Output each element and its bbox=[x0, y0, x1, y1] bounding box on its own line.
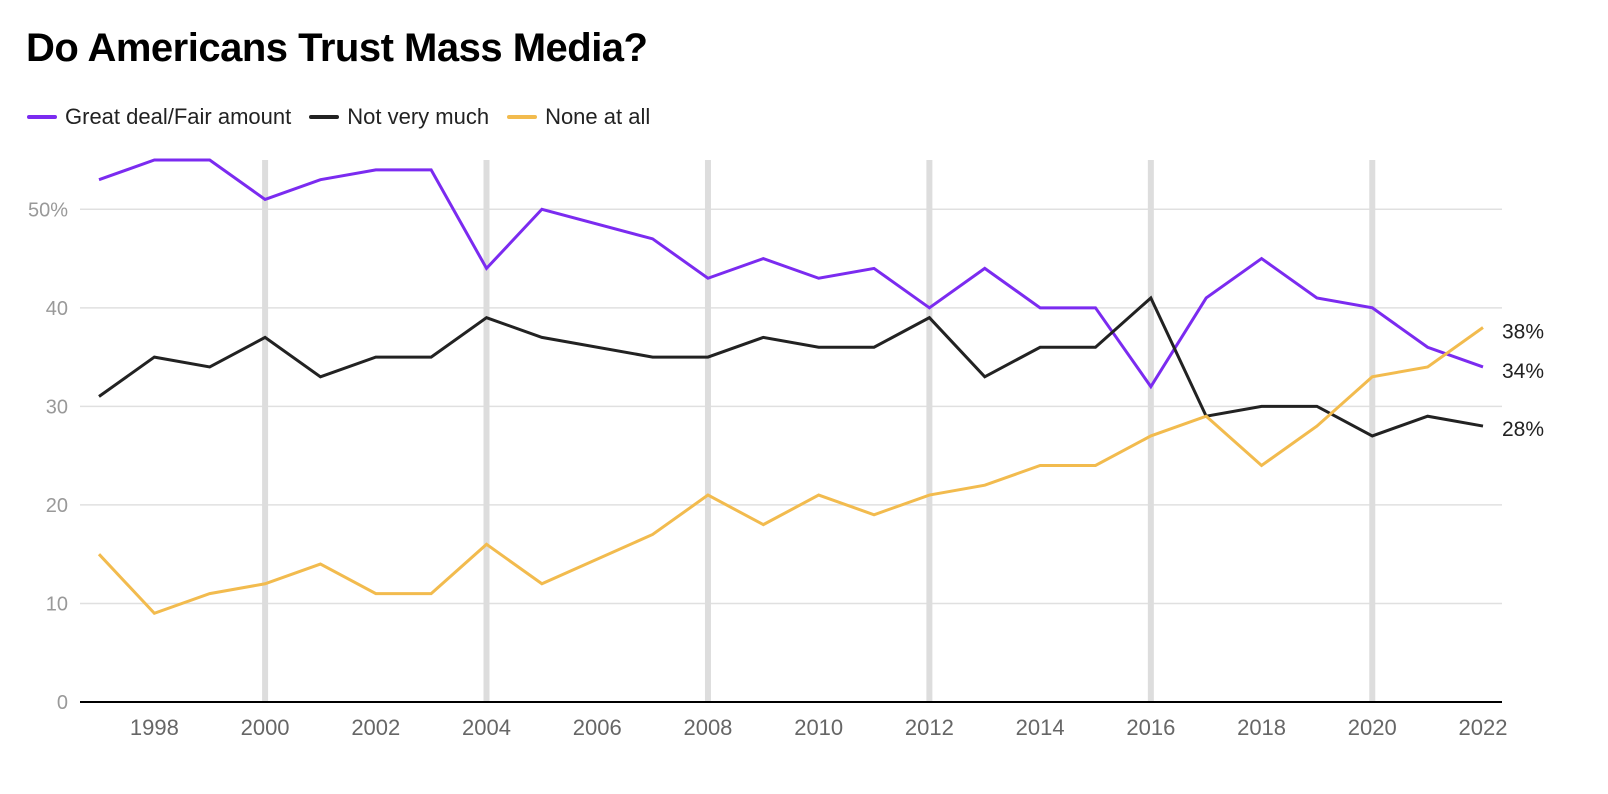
legend-item-none: None at all bbox=[507, 104, 650, 130]
legend: Great deal/Fair amount Not very much Non… bbox=[27, 104, 650, 130]
legend-item-great: Great deal/Fair amount bbox=[27, 104, 291, 130]
x-tick-label-2002: 2002 bbox=[351, 715, 400, 740]
x-tick-label-2018: 2018 bbox=[1237, 715, 1286, 740]
legend-swatch-not-very bbox=[309, 115, 340, 119]
x-tick-label-2010: 2010 bbox=[794, 715, 843, 740]
x-tick-label-2012: 2012 bbox=[905, 715, 954, 740]
label-layer: 0 10 20 30 40 50% 1998 2000 2002 2004 2006 2008 2010… bbox=[28, 199, 1544, 740]
y-tick-label-0: 0 bbox=[57, 692, 68, 714]
y-tick-label-20: 20 bbox=[46, 495, 68, 517]
x-tick-label-2008: 2008 bbox=[683, 715, 732, 740]
y-tick-label-50: 50% bbox=[28, 199, 68, 221]
series-line-none-at-all bbox=[97, 326, 1484, 616]
x-tick-label-2006: 2006 bbox=[573, 715, 622, 740]
x-tick-label-2014: 2014 bbox=[1016, 715, 1065, 740]
y-tick-label-40: 40 bbox=[46, 298, 68, 320]
legend-swatch-great bbox=[27, 115, 57, 119]
end-label-great-deal-fair-amount: 34% bbox=[1502, 360, 1544, 383]
x-tick-label-1998: 1998 bbox=[130, 715, 179, 740]
x-tick-label-2020: 2020 bbox=[1348, 715, 1397, 740]
highlight-grid-layer bbox=[262, 160, 1376, 702]
x-tick-label-2004: 2004 bbox=[462, 715, 511, 740]
series-layer bbox=[97, 158, 1484, 616]
legend-label-great: Great deal/Fair amount bbox=[65, 104, 292, 129]
end-label-none-at-all: 38% bbox=[1502, 321, 1544, 344]
x-tick-label-2016: 2016 bbox=[1126, 715, 1175, 740]
legend-swatch-none bbox=[507, 115, 538, 119]
y-tick-label-10: 10 bbox=[46, 593, 68, 615]
end-label-not-very-much: 28% bbox=[1502, 418, 1544, 441]
legend-label-none: None at all bbox=[545, 104, 651, 129]
series-line-great-deal-fair-amount bbox=[98, 158, 1484, 390]
series-line-not-very-much bbox=[98, 295, 1484, 438]
grid-layer bbox=[80, 208, 1502, 605]
legend-item-not-very: Not very much bbox=[309, 104, 489, 130]
x-tick-label-2022: 2022 bbox=[1459, 715, 1508, 740]
chart-title: Do Americans Trust Mass Media? bbox=[26, 26, 648, 70]
x-tick-label-2000: 2000 bbox=[241, 715, 290, 740]
legend-label-not-very: Not very much bbox=[347, 104, 490, 129]
y-tick-label-30: 30 bbox=[46, 396, 68, 418]
